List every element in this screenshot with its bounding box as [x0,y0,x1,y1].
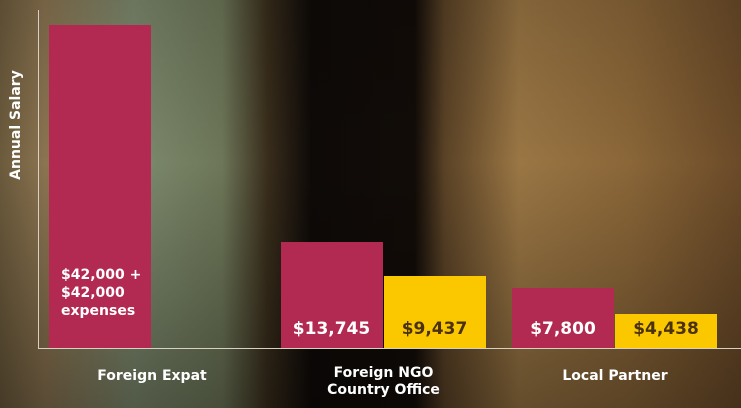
value-label: $7,800 [530,319,596,339]
x-tick-label: Foreign Expat [97,368,207,384]
value-label: $4,438 [633,319,699,339]
value-label: $42,000 + $42,000 expenses [61,267,142,319]
bar [383,275,486,348]
x-tick-label: Foreign NGO Country Office [327,365,440,398]
bar [512,288,614,348]
x-axis [38,348,741,349]
bar [49,25,151,348]
y-axis [38,10,39,348]
value-label: $13,745 [292,319,371,339]
value-label: $9,437 [401,319,468,339]
bar [615,313,717,348]
x-tick-label: Local Partner [562,368,668,384]
y-axis-label: Annual Salary [8,70,24,180]
bar [280,242,383,348]
